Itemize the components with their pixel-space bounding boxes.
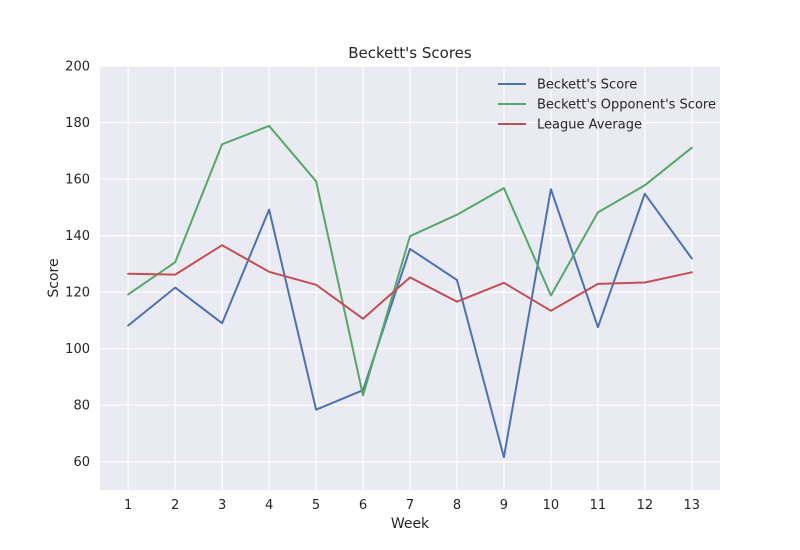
y-tick-label: 200	[65, 60, 90, 75]
series-line-0	[127, 188, 693, 459]
series-line-2	[127, 244, 693, 320]
y-tick-label: 180	[65, 116, 90, 131]
y-tick-label: 160	[65, 173, 90, 188]
x-tick-label: 6	[359, 498, 367, 513]
x-tick-label: 4	[265, 498, 273, 513]
y-axis-label: Score	[46, 258, 62, 297]
series-line-1	[127, 124, 693, 397]
y-tick-labels: 60 80 100 120 140 160 180 200	[65, 60, 90, 471]
x-tick-label: 11	[590, 498, 607, 513]
legend: Beckett's Score Beckett's Opponent's Sco…	[498, 78, 716, 133]
y-tick-label: 120	[65, 286, 90, 301]
x-tick-label: 8	[453, 498, 461, 513]
x-tick-label: 12	[637, 498, 654, 513]
legend-label-league-average: League Average	[537, 118, 642, 133]
legend-label-becketts-score: Beckett's Score	[537, 78, 637, 93]
x-tick-labels: 1 2 3 4 5 6 7 8 9 10 11 12 13	[124, 498, 700, 513]
x-tick-label: 7	[406, 498, 414, 513]
x-tick-label: 3	[218, 498, 226, 513]
y-tick-label: 60	[73, 455, 90, 470]
y-tick-label: 80	[73, 399, 90, 414]
legend-label-opponents-score: Beckett's Opponent's Score	[537, 98, 716, 113]
y-tick-label: 140	[65, 229, 90, 244]
x-tick-label: 13	[684, 498, 701, 513]
x-tick-label: 9	[500, 498, 508, 513]
series-lines	[127, 124, 693, 459]
x-tick-label: 5	[312, 498, 320, 513]
chart-title: Beckett's Scores	[348, 44, 472, 62]
x-tick-label: 1	[124, 498, 132, 513]
x-tick-label: 10	[543, 498, 560, 513]
x-tick-label: 2	[171, 498, 179, 513]
x-axis-label: Week	[391, 516, 430, 532]
y-tick-label: 100	[65, 342, 90, 357]
